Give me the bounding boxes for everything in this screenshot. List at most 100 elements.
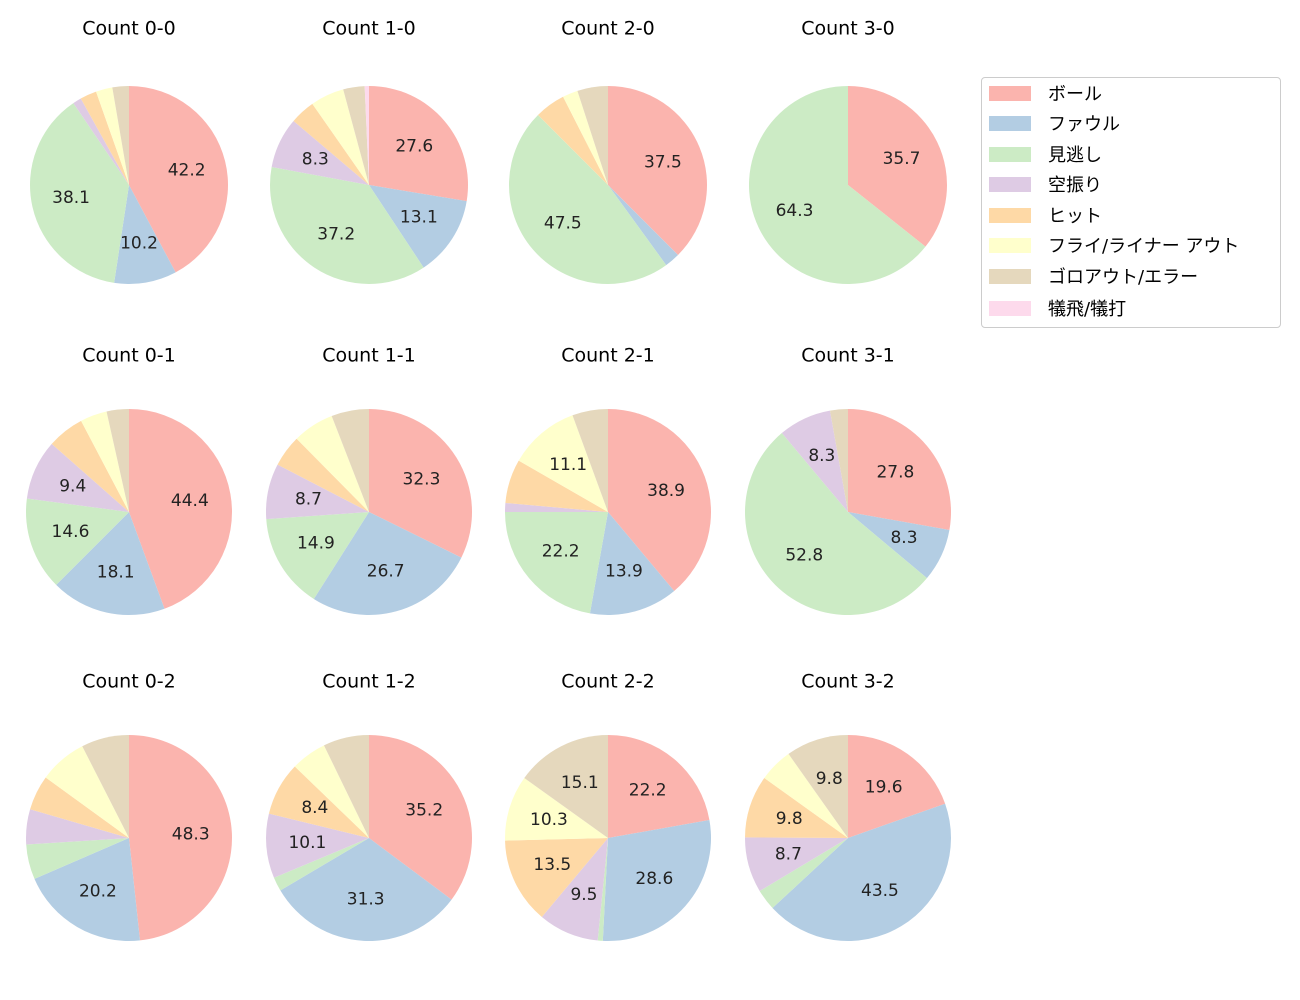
legend-item-swinging-strike: 空振り bbox=[989, 173, 1102, 196]
pie-slice bbox=[26, 809, 130, 845]
pie-title: Count 0-0 bbox=[82, 18, 176, 40]
pie-slice bbox=[505, 460, 608, 512]
pie-slice bbox=[364, 86, 369, 185]
slice-label: 19.6 bbox=[865, 778, 903, 798]
pie-slice bbox=[745, 777, 848, 838]
pie-slice bbox=[369, 735, 472, 900]
legend-swatch bbox=[989, 207, 1031, 223]
pie-slice bbox=[266, 464, 369, 520]
pie-slice bbox=[296, 415, 369, 512]
slice-label: 8.7 bbox=[775, 844, 802, 864]
pie-slice bbox=[29, 103, 130, 283]
legend-item-sacrifice: 犠飛/犠打 bbox=[989, 297, 1127, 320]
pie-slice bbox=[602, 819, 712, 942]
pie-slice bbox=[343, 86, 369, 185]
pie-slice bbox=[764, 753, 848, 838]
pie-slice bbox=[81, 411, 129, 512]
legend-label: 空振り bbox=[1048, 175, 1102, 196]
slice-label: 8.4 bbox=[301, 798, 328, 818]
pie-slice bbox=[745, 433, 927, 615]
pie-title: Count 3-2 bbox=[801, 671, 895, 693]
legend-label: 犠飛/犠打 bbox=[1048, 299, 1127, 320]
pie-title: Count 2-1 bbox=[561, 345, 655, 367]
slice-label: 13.1 bbox=[400, 207, 438, 227]
pie-slice bbox=[129, 86, 228, 273]
pie-title: Count 2-2 bbox=[561, 671, 655, 693]
legend-swatch bbox=[989, 300, 1031, 316]
pie-slice bbox=[572, 409, 608, 512]
slice-label: 13.5 bbox=[533, 855, 571, 875]
slice-label: 37.2 bbox=[317, 225, 355, 245]
pie-slice bbox=[589, 512, 675, 616]
slice-label: 8.3 bbox=[302, 150, 329, 170]
pie-slice bbox=[106, 409, 129, 512]
legend-label: ゴロアウト/エラー bbox=[1048, 267, 1199, 288]
pie-slice bbox=[563, 90, 608, 185]
pie-slice bbox=[129, 409, 232, 609]
slice-label: 22.2 bbox=[629, 781, 667, 801]
slice-label: 20.2 bbox=[79, 881, 117, 901]
pie-slice bbox=[26, 443, 130, 512]
pie-slice bbox=[505, 502, 608, 512]
pie-slice bbox=[266, 512, 369, 599]
pie-slice bbox=[313, 512, 462, 615]
pie-slice bbox=[73, 98, 129, 185]
pie-slice bbox=[277, 438, 369, 512]
slice-label: 8.3 bbox=[890, 528, 917, 548]
pie-slice bbox=[56, 512, 165, 615]
slice-label: 32.3 bbox=[403, 469, 441, 489]
legend-item-ball: ボール bbox=[989, 82, 1102, 105]
legend-label: ファウル bbox=[1048, 114, 1120, 135]
pie-slice bbox=[749, 86, 926, 284]
pie-slice bbox=[505, 838, 608, 917]
slice-label: 9.8 bbox=[816, 769, 843, 789]
pie-slice bbox=[30, 777, 129, 838]
legend-item-foul: ファウル bbox=[989, 112, 1120, 135]
slice-label: 18.1 bbox=[97, 562, 135, 582]
pie-slice bbox=[829, 409, 848, 512]
legend-swatch bbox=[989, 115, 1031, 131]
slice-label: 9.5 bbox=[570, 885, 597, 905]
legend-swatch bbox=[989, 176, 1031, 192]
pie-slice bbox=[114, 185, 176, 284]
pie-slice bbox=[745, 837, 848, 891]
slice-label: 64.3 bbox=[776, 201, 814, 221]
slice-label: 15.1 bbox=[561, 773, 599, 793]
pie-title: Count 2-0 bbox=[561, 18, 655, 40]
pie-title: Count 0-1 bbox=[82, 345, 176, 367]
slice-label: 9.8 bbox=[776, 809, 803, 829]
pie-slice bbox=[848, 409, 951, 531]
legend-item-ground-out: ゴロアウト/エラー bbox=[989, 265, 1199, 288]
slice-label: 38.1 bbox=[52, 188, 90, 208]
pie-slice bbox=[505, 777, 608, 841]
pie-slice bbox=[848, 86, 947, 247]
slice-label: 37.5 bbox=[644, 152, 682, 172]
pie-title: Count 1-0 bbox=[322, 18, 416, 40]
slice-label: 8.3 bbox=[808, 446, 835, 466]
pie-slice bbox=[293, 103, 369, 185]
slice-label: 27.6 bbox=[395, 137, 433, 157]
pie-slice bbox=[129, 735, 233, 941]
pie-slice bbox=[848, 512, 950, 579]
slice-label: 43.5 bbox=[861, 881, 899, 901]
slice-label: 48.3 bbox=[172, 825, 210, 845]
legend-swatch bbox=[989, 268, 1031, 284]
slice-label: 10.3 bbox=[530, 810, 568, 830]
pie-slice bbox=[597, 838, 608, 941]
slice-label: 35.2 bbox=[405, 800, 443, 820]
pie-slice bbox=[541, 838, 608, 941]
pie-slice bbox=[369, 409, 472, 558]
slice-label: 10.1 bbox=[288, 833, 326, 853]
pie-title: Count 3-0 bbox=[801, 18, 895, 40]
pie-slice bbox=[518, 415, 608, 512]
legend: ボール ファウル 見逃し 空振り ヒット フライ/ライナー アウト ゴロアウト/… bbox=[981, 77, 1281, 328]
legend-label: ボール bbox=[1048, 84, 1102, 105]
pie-slice bbox=[273, 838, 369, 891]
pie-slice bbox=[280, 838, 452, 941]
legend-label: 見逃し bbox=[1048, 145, 1102, 166]
slice-label: 35.7 bbox=[883, 149, 921, 169]
pie-slice bbox=[323, 735, 369, 838]
pie-slice bbox=[26, 838, 129, 879]
pie-title: Count 1-2 bbox=[322, 671, 416, 693]
pie-slice bbox=[96, 87, 129, 185]
